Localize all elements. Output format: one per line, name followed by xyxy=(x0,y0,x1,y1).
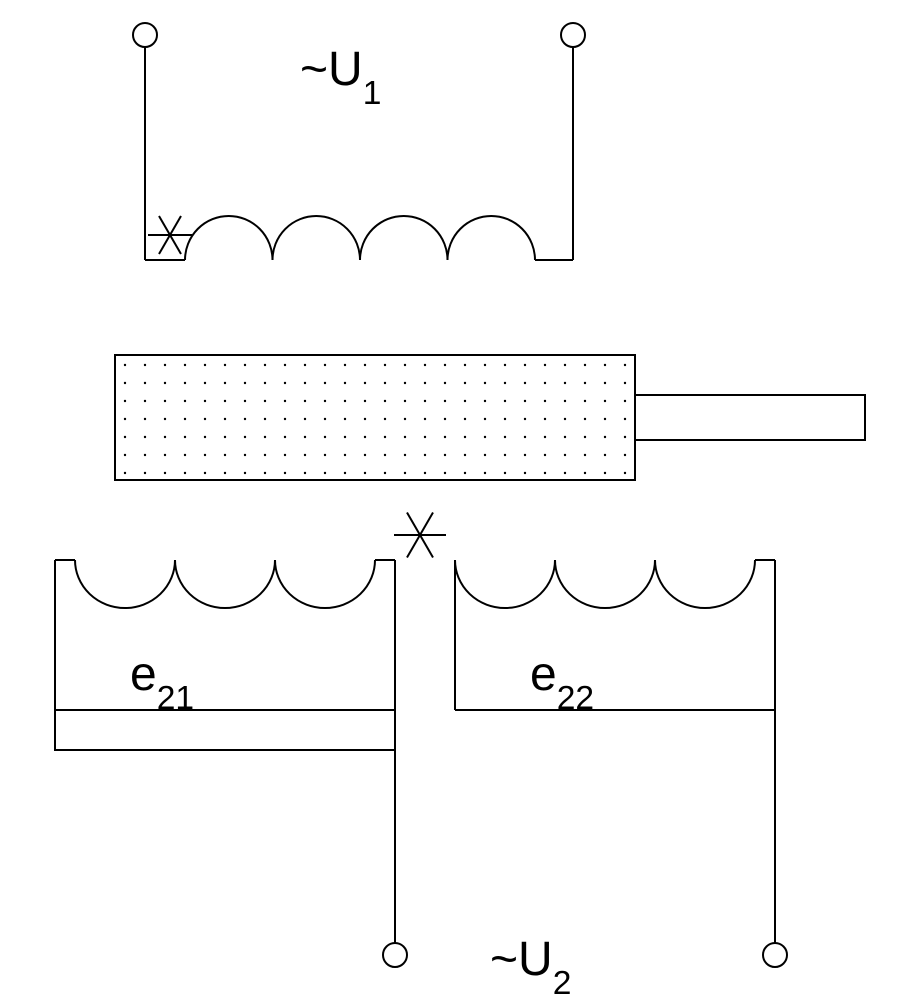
U1-label: ~U1 xyxy=(300,43,381,112)
primary-coil xyxy=(185,216,535,260)
primary-left-terminal xyxy=(133,23,157,47)
core-dots xyxy=(124,364,626,474)
polarity-star xyxy=(148,216,192,254)
core-body xyxy=(115,355,635,480)
primary-right-terminal xyxy=(561,23,585,47)
secondary-left-box xyxy=(55,710,395,750)
secondary-right-coil xyxy=(455,560,755,608)
U2-label: ~U2 xyxy=(490,933,571,1000)
e21-label: e21 xyxy=(130,648,194,717)
secondary-right-terminal xyxy=(763,943,787,967)
transformer-diagram: ~U1 ~U2 e21 e22 xyxy=(0,0,907,1000)
e22-label: e22 xyxy=(530,648,594,717)
secondary-left-terminal xyxy=(383,943,407,967)
polarity-star xyxy=(394,512,446,557)
core-handle xyxy=(635,395,865,440)
secondary-left-coil xyxy=(75,560,375,608)
